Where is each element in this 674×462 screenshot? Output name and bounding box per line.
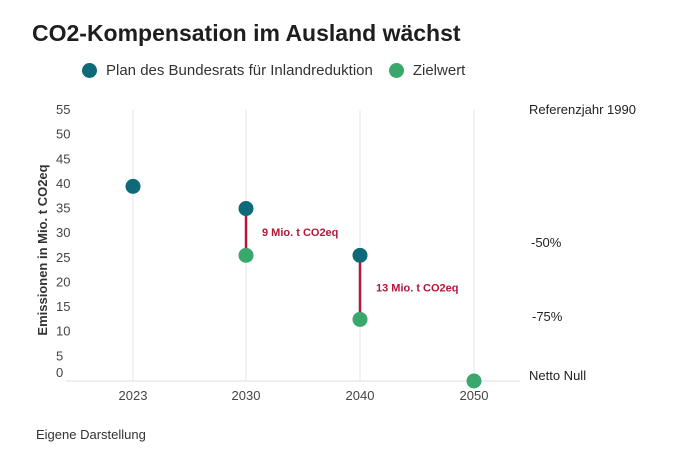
legend-item-ziel: Zielwert: [388, 62, 466, 79]
y-tick-45: 45: [56, 151, 70, 166]
point-ziel-2050: [466, 373, 482, 389]
y-tick-0: 0: [56, 365, 63, 380]
y-axis-label: Emissionen in Mio. t CO2eq: [35, 164, 50, 335]
reference-label-3: Netto Null: [529, 368, 586, 383]
chart-title: CO2-Kompensation im Ausland wächst: [32, 20, 461, 46]
legend-item-plan: Plan des Bundesrats für Inlandreduktion: [82, 62, 373, 79]
difference-label-2030: 9 Mio. t CO2eq: [262, 227, 338, 239]
y-tick-20: 20: [56, 274, 70, 289]
y-tick-50: 50: [56, 127, 70, 142]
y-tick-25: 25: [56, 250, 70, 265]
legend: Plan des Bundesrats für Inlandreduktion …: [82, 62, 481, 79]
legend-swatch-plan: [82, 63, 97, 78]
x-tick-2030: 2030: [232, 388, 261, 403]
legend-label-plan: Plan des Bundesrats für Inlandreduktion: [106, 62, 373, 79]
difference-label-2040: 13 Mio. t CO2eq: [376, 282, 459, 294]
y-tick-10: 10: [56, 324, 70, 339]
point-ziel-2040: [352, 311, 368, 327]
y-tick-35: 35: [56, 201, 70, 216]
y-tick-30: 30: [56, 225, 70, 240]
point-plan-2030: [238, 201, 254, 217]
y-tick-15: 15: [56, 299, 70, 314]
y-tick-5: 5: [56, 348, 63, 363]
x-tick-2050: 2050: [460, 388, 489, 403]
x-tick-2040: 2040: [346, 388, 375, 403]
y-tick-55: 55: [56, 102, 70, 117]
point-plan-2040: [352, 247, 368, 263]
legend-swatch-ziel: [388, 63, 404, 78]
x-tick-2023: 2023: [119, 388, 148, 403]
point-ziel-2030: [238, 247, 254, 263]
legend-label-ziel: Zielwert: [412, 62, 466, 79]
reference-label-1: -50%: [531, 235, 562, 250]
y-tick-40: 40: [56, 176, 70, 191]
source-note: Eigene Darstellung: [36, 427, 146, 442]
point-plan-2023: [125, 178, 141, 194]
reference-label-0: Referenzjahr 1990: [529, 102, 636, 117]
reference-label-2: -75%: [532, 309, 563, 324]
